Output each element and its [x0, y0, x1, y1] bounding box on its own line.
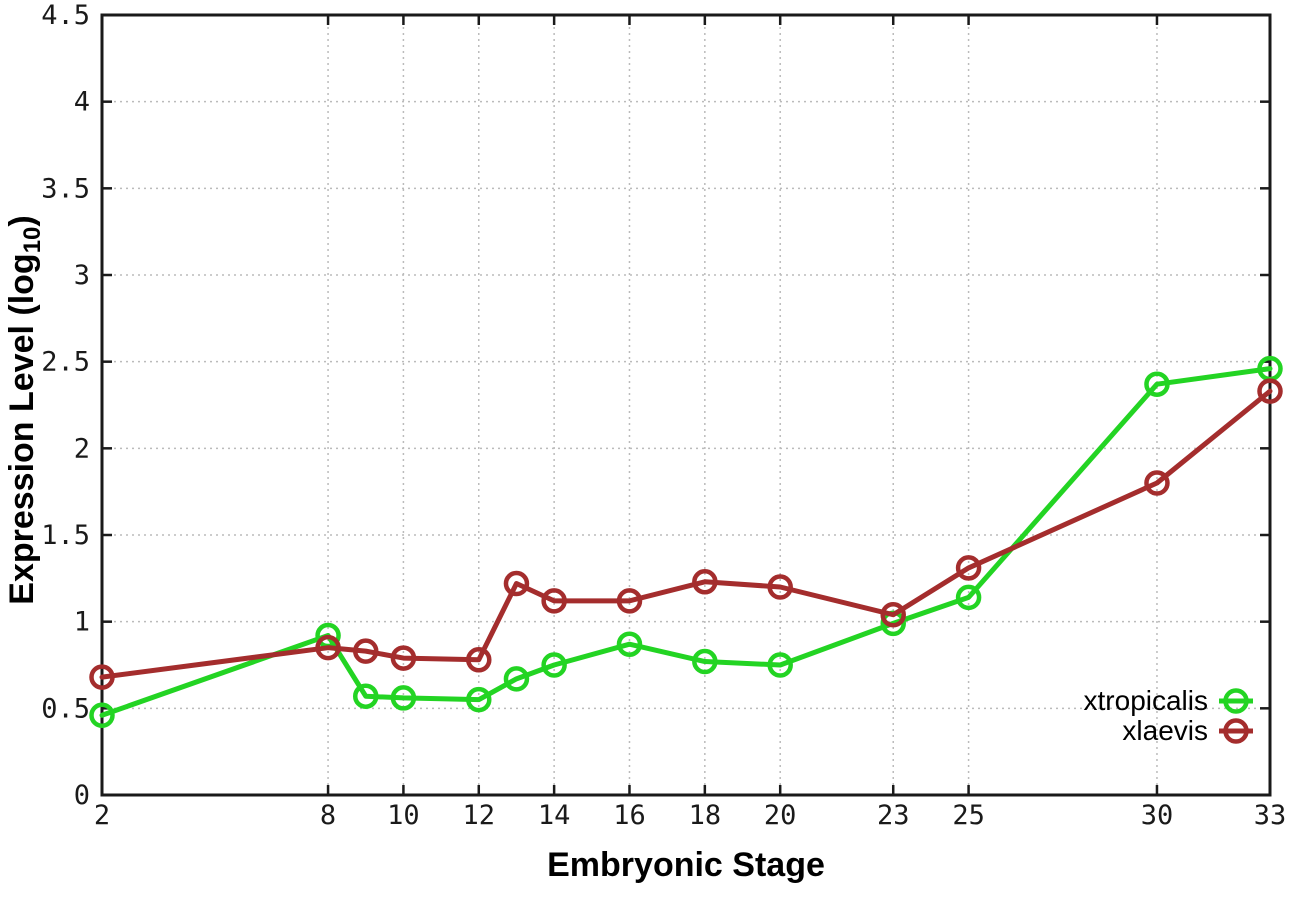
data-point-xlaevis: [466, 647, 492, 673]
data-point-xtropicalis: [767, 652, 793, 678]
x-tick-label: 12: [463, 800, 496, 831]
y-tick-label: 3: [74, 260, 90, 291]
x-tick-label: 18: [689, 800, 722, 831]
y-tick-label: 2.5: [41, 347, 90, 378]
y-tick-label: 4: [74, 87, 90, 118]
x-tick-label: 16: [613, 800, 646, 831]
data-point-xlaevis: [692, 569, 718, 595]
series-xlaevis: [89, 378, 1283, 690]
data-point-xtropicalis: [390, 685, 417, 711]
data-point-xlaevis: [955, 555, 982, 581]
y-tick-label: 1: [74, 607, 90, 638]
x-tick-label: 10: [387, 800, 420, 831]
y-tick-label: 4.5: [41, 0, 90, 31]
y-tick-label: 0.5: [41, 693, 90, 724]
data-point-xtropicalis: [955, 584, 982, 611]
data-point-xlaevis: [1144, 470, 1170, 496]
axis-ticks: [100, 13, 1272, 797]
data-point-xlaevis: [616, 588, 643, 614]
data-series: [89, 355, 1283, 729]
data-point-xlaevis: [89, 664, 115, 690]
data-point-xlaevis: [352, 638, 379, 664]
series-line-xtropicalis: [99, 366, 1273, 718]
y-axis-title-subscript: 10: [19, 227, 46, 254]
legend-marker-xtropicalis: [1223, 688, 1249, 714]
legend-item-xlaevis: xlaevis: [1122, 715, 1253, 746]
data-point-xlaevis: [315, 634, 341, 661]
legend-marker-xlaevis: [1223, 718, 1249, 744]
x-tick-label: 8: [320, 800, 336, 831]
y-tick-label: 2: [74, 433, 90, 464]
y-axis-title-suffix: ): [3, 215, 41, 226]
x-tick-label: 30: [1141, 800, 1174, 831]
plot-border: [100, 13, 1272, 797]
x-tick-label: 2: [94, 800, 110, 831]
y-tick-label: 0: [74, 780, 90, 811]
data-point-xlaevis: [880, 601, 906, 628]
data-point-xtropicalis: [541, 652, 567, 678]
data-point-xtropicalis: [352, 683, 379, 709]
data-point-xtropicalis: [616, 631, 643, 657]
data-point-xlaevis: [1257, 378, 1283, 404]
legend-item-xtropicalis: xtropicalis: [1084, 685, 1253, 716]
y-tick-label: 3.5: [41, 173, 90, 204]
data-point-xtropicalis: [466, 686, 492, 713]
data-point-xlaevis: [503, 570, 530, 597]
series-line-xlaevis: [99, 388, 1273, 680]
y-tick-label: 1.5: [41, 520, 90, 551]
data-point-xlaevis: [767, 574, 793, 600]
data-point-xtropicalis: [503, 666, 530, 692]
series-xtropicalis: [89, 355, 1283, 729]
x-tick-label: 25: [952, 800, 985, 831]
data-point-xlaevis: [390, 645, 417, 671]
data-point-xtropicalis: [1144, 371, 1170, 397]
x-axis-title: Embryonic Stage: [547, 846, 825, 884]
gridlines: [102, 15, 1270, 795]
x-tick-label: 33: [1254, 800, 1287, 831]
data-point-xtropicalis: [692, 648, 718, 675]
y-axis-title-prefix: Expression Level (log: [3, 253, 41, 604]
x-tick-label: 14: [538, 800, 571, 831]
data-point-xtropicalis: [89, 702, 115, 729]
data-point-xlaevis: [541, 588, 567, 614]
tick-labels: 2 8 10 12 14 16 18 20 23 25 30 33 0 0.5 1 1.5 2 2.5 3 3.5 4 4…: [41, 0, 1286, 831]
y-axis-title: Expression Level (log10): [3, 215, 46, 604]
legend-label-xtropicalis: xtropicalis: [1084, 685, 1208, 716]
x-tick-label: 20: [764, 800, 797, 831]
x-tick-label: 23: [877, 800, 910, 831]
legend-label-xlaevis: xlaevis: [1122, 715, 1208, 746]
